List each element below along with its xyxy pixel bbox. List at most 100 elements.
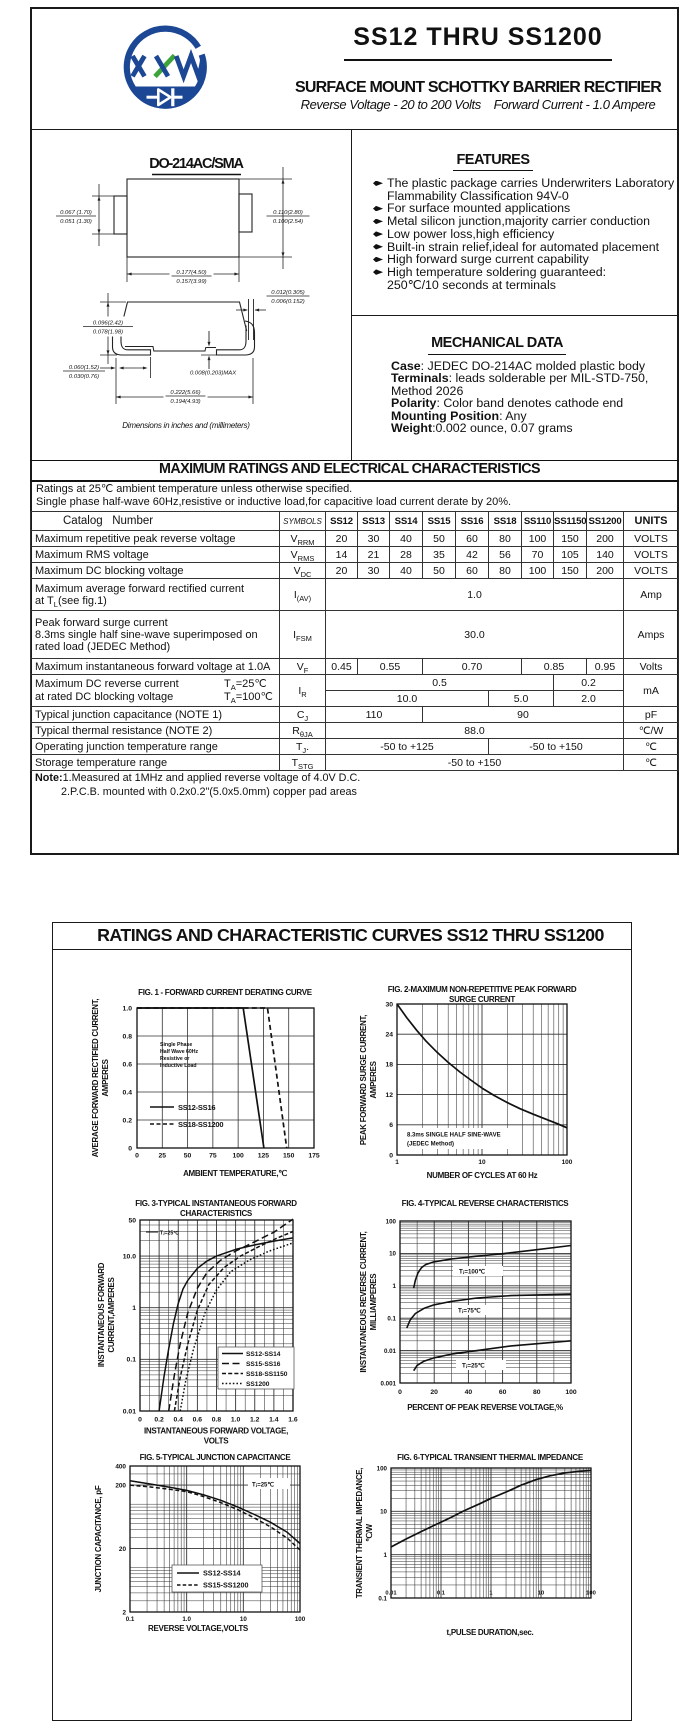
svg-text:Inductive Load: Inductive Load [160, 1063, 197, 1069]
svg-text:0.8: 0.8 [123, 1033, 133, 1040]
svg-text:0.8: 0.8 [212, 1417, 222, 1424]
svg-text:175: 175 [308, 1153, 320, 1160]
svg-text:Dimensions in inches and (mill: Dimensions in inches and (millimeters) [122, 421, 250, 430]
svg-text:1.0: 1.0 [182, 1616, 191, 1623]
svg-text:0.4: 0.4 [123, 1089, 133, 1096]
svg-text:Single Phase: Single Phase [160, 1042, 192, 1048]
svg-text:80: 80 [533, 1389, 541, 1396]
svg-text:FIG. 6-TYPICAL TRANSIENT THERM: FIG. 6-TYPICAL TRANSIENT THERMAL IMPEDAN… [397, 1453, 584, 1462]
svg-text:0.067 (1.70): 0.067 (1.70) [60, 210, 92, 216]
svg-text:100: 100 [565, 1389, 577, 1396]
svg-text:SS12-SS14: SS12-SS14 [246, 1351, 281, 1358]
svg-text:0.100(2.54): 0.100(2.54) [273, 219, 303, 225]
svg-text:0.110(2.80): 0.110(2.80) [273, 210, 303, 216]
svg-text:0.006(0.152): 0.006(0.152) [271, 299, 304, 305]
svg-text:SS18-SS1150: SS18-SS1150 [246, 1371, 288, 1378]
svg-text:10: 10 [538, 1591, 544, 1597]
svg-text:T ⱼ=25℃: T ⱼ=25℃ [160, 1230, 179, 1237]
svg-text:FIG. 3-TYPICAL INSTANTANEOUS F: FIG. 3-TYPICAL INSTANTANEOUS FORWARD [135, 1199, 297, 1208]
svg-text:0.2: 0.2 [154, 1417, 164, 1424]
svg-text:SS18-SS1200: SS18-SS1200 [178, 1120, 223, 1129]
svg-text:100: 100 [377, 1465, 388, 1472]
svg-text:1.6: 1.6 [288, 1417, 298, 1424]
svg-text:0: 0 [389, 1152, 393, 1159]
svg-text:0.030(0.76): 0.030(0.76) [69, 374, 99, 380]
svg-text:0.1: 0.1 [127, 1357, 137, 1364]
svg-text:AVERAGE FORWARD RECTIFIED CURR: AVERAGE FORWARD RECTIFIED CURRENT, [91, 999, 100, 1158]
svg-text:0.01: 0.01 [384, 1348, 397, 1355]
svg-text:0.194(4.93): 0.194(4.93) [170, 399, 200, 405]
svg-text:0.6: 0.6 [193, 1417, 203, 1424]
svg-text:400: 400 [115, 1463, 126, 1470]
svg-text:0: 0 [135, 1153, 139, 1160]
svg-text:FIG. 4-TYPICAL REVERSE CHARACT: FIG. 4-TYPICAL REVERSE CHARACTERISTICS [402, 1199, 570, 1208]
svg-text:1.4: 1.4 [269, 1417, 279, 1424]
svg-text:1.0: 1.0 [231, 1417, 241, 1424]
svg-text:0.1: 0.1 [378, 1595, 387, 1602]
svg-text:75: 75 [209, 1153, 217, 1160]
svg-text:SURGE CURRENT: SURGE CURRENT [449, 995, 515, 1004]
svg-text:SS15-SS1200: SS15-SS1200 [203, 1581, 249, 1590]
svg-text:℃/W: ℃/W [365, 1523, 374, 1542]
svg-text:100: 100 [232, 1153, 244, 1160]
svg-text:1: 1 [393, 1283, 397, 1290]
svg-text:INSTANTANEOUS REVERSE CURRENT,: INSTANTANEOUS REVERSE CURRENT, [359, 1231, 368, 1372]
svg-text:100: 100 [586, 1591, 596, 1597]
svg-text:0.096(2.42): 0.096(2.42) [93, 320, 123, 326]
svg-text:JUNCTION CAPACITANCE, pF: JUNCTION CAPACITANCE, pF [94, 1485, 103, 1592]
svg-text:0.2: 0.2 [123, 1117, 133, 1124]
svg-text:REVERSE VOLTAGE,VOLTS: REVERSE VOLTAGE,VOLTS [148, 1624, 249, 1633]
svg-text:0.001: 0.001 [381, 1380, 397, 1387]
svg-text:SS15-SS16: SS15-SS16 [246, 1361, 281, 1368]
svg-text:FIG. 2-MAXIMUM NON-REPETITIVE: FIG. 2-MAXIMUM NON-REPETITIVE PEAK FORWA… [388, 985, 577, 994]
svg-text:0.1: 0.1 [126, 1616, 135, 1623]
svg-text:10: 10 [478, 1159, 486, 1166]
svg-text:1: 1 [395, 1159, 399, 1166]
svg-text:0: 0 [138, 1417, 142, 1424]
svg-text:60: 60 [499, 1389, 507, 1396]
svg-text:T ⱼ=100℃: T ⱼ=100℃ [459, 1269, 485, 1276]
svg-text:20: 20 [119, 1546, 127, 1553]
svg-text:(JEDEC Method): (JEDEC Method) [407, 1142, 454, 1148]
svg-text:2: 2 [122, 1609, 126, 1616]
svg-text:FIG. 5-TYPICAL JUNCTION CAPACI: FIG. 5-TYPICAL JUNCTION CAPACITANCE [140, 1453, 292, 1462]
svg-text:Half Wave 60Hz: Half Wave 60Hz [160, 1049, 199, 1055]
svg-text:10: 10 [240, 1616, 247, 1623]
svg-text:25: 25 [159, 1153, 167, 1160]
svg-text:VOLTS: VOLTS [204, 1437, 230, 1446]
svg-text:12: 12 [385, 1092, 393, 1099]
svg-text:t,PULSE DURATION,sec.: t,PULSE DURATION,sec. [447, 1628, 534, 1637]
svg-text:50: 50 [184, 1153, 192, 1160]
svg-text:1: 1 [489, 1591, 493, 1597]
svg-text:0.01: 0.01 [123, 1408, 136, 1415]
svg-text:40: 40 [465, 1389, 473, 1396]
svg-text:20: 20 [430, 1389, 438, 1396]
svg-text:100: 100 [386, 1218, 397, 1225]
svg-text:1.2: 1.2 [250, 1417, 260, 1424]
svg-text:10: 10 [380, 1509, 387, 1516]
svg-text:SS1200: SS1200 [246, 1381, 270, 1388]
svg-text:0.157(3.99): 0.157(3.99) [176, 279, 206, 285]
svg-text:24: 24 [385, 1032, 393, 1039]
svg-text:1: 1 [132, 1305, 136, 1312]
svg-text:1.0: 1.0 [123, 1005, 133, 1012]
svg-text:0.1: 0.1 [387, 1316, 396, 1323]
svg-text:INSTANTANEOUS FORWARD VOLTAGE,: INSTANTANEOUS FORWARD VOLTAGE, [144, 1427, 288, 1436]
svg-text:T ⱼ=75℃: T ⱼ=75℃ [458, 1308, 481, 1315]
svg-text:INSTANTANEOUS FORWARD: INSTANTANEOUS FORWARD [97, 1262, 106, 1367]
svg-text:0: 0 [398, 1389, 402, 1396]
svg-text:T ⱼ=25℃: T ⱼ=25℃ [462, 1363, 485, 1370]
svg-text:DO-214AC/SMA: DO-214AC/SMA [149, 156, 244, 172]
svg-text:0.1: 0.1 [437, 1591, 446, 1597]
svg-text:10.0: 10.0 [123, 1253, 136, 1260]
svg-text:0.6: 0.6 [123, 1061, 133, 1068]
svg-text:PEAK FORWARD SURGE CURRENT,: PEAK FORWARD SURGE CURRENT, [359, 1015, 368, 1145]
svg-text:0.012(0.305): 0.012(0.305) [271, 290, 304, 296]
svg-text:NUMBER OF CYCLES AT 60 Hz: NUMBER OF CYCLES AT 60 Hz [427, 1171, 538, 1180]
svg-text:0.222(5.66): 0.222(5.66) [170, 390, 200, 396]
svg-text:MILLIAMPERES: MILLIAMPERES [369, 1274, 378, 1331]
svg-text:CURRENT,AMPERES: CURRENT,AMPERES [107, 1277, 116, 1352]
svg-text:T ⱼ=25℃: T ⱼ=25℃ [252, 1482, 274, 1489]
svg-text:SS12-SS16: SS12-SS16 [178, 1103, 215, 1112]
svg-text:0.078(1.98): 0.078(1.98) [93, 330, 123, 336]
